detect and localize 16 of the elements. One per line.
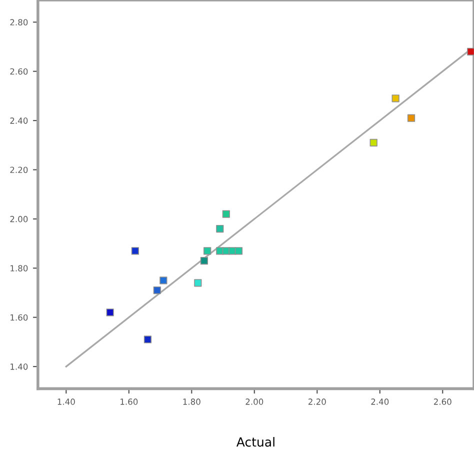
x-tick-label: 1.80 (183, 398, 200, 405)
x-tick-label: 2.00 (246, 398, 264, 405)
y-tick-label: 1.60 (10, 314, 28, 321)
y-tick-label: 2.20 (10, 166, 28, 174)
y-tick-label: 2.80 (10, 19, 28, 26)
x-tick-label: 1.60 (120, 398, 138, 405)
x-tick-label: 2.40 (371, 398, 389, 405)
y-tick-label: 1.80 (10, 265, 28, 272)
y-tick-label: 2.00 (10, 216, 28, 222)
y-tick-label: 1.40 (10, 364, 28, 370)
x-tick-label: 1.40 (58, 398, 75, 405)
y-tick-label: 2.40 (10, 118, 28, 124)
x-axis-title: Actual (236, 437, 274, 447)
y-tick-label: 2.60 (10, 68, 28, 75)
x-tick-label: 2.20 (308, 398, 326, 405)
x-tick-label: 2.60 (434, 398, 452, 405)
